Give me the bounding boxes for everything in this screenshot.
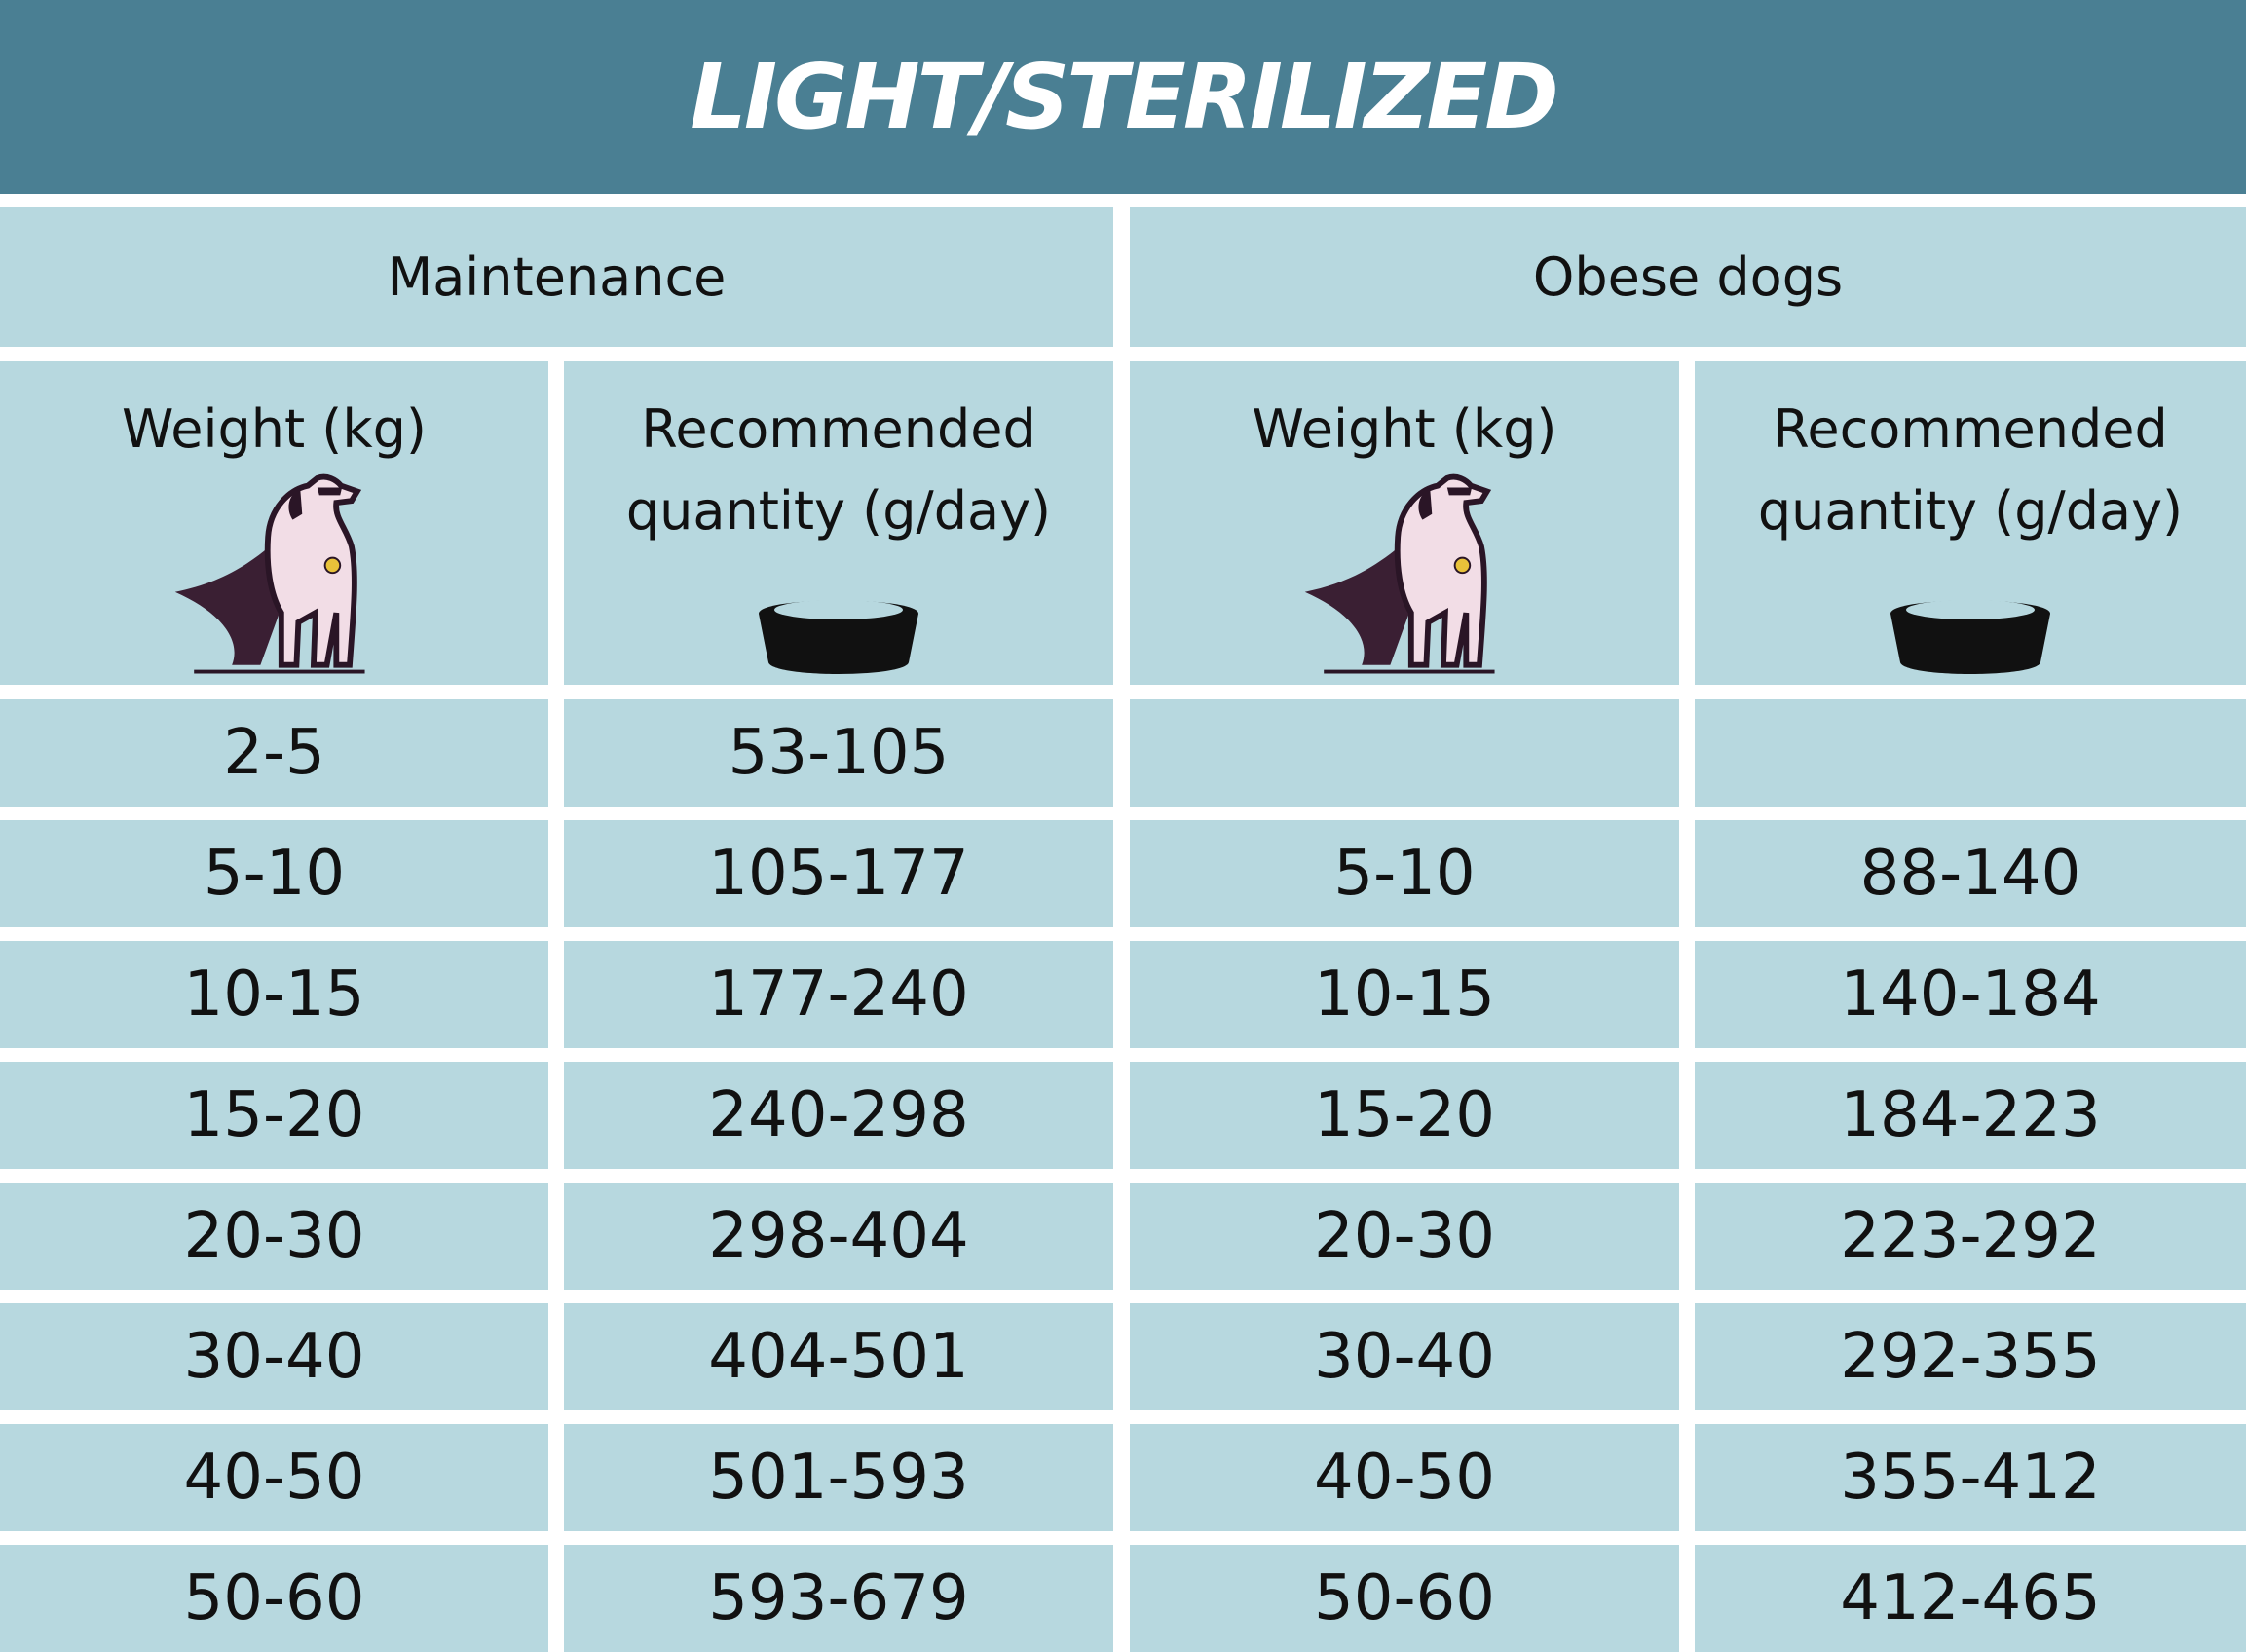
column-header-text: Recommended quantity (g/day)	[625, 398, 1052, 542]
table-cell: 412-465	[1695, 1545, 2246, 1652]
column-header-text: Weight (kg)	[122, 398, 427, 460]
table-cell: 5-10	[1130, 820, 1679, 927]
group-header: Obese dogs	[1130, 207, 2246, 347]
table-cell: 404-501	[564, 1303, 1113, 1410]
table-cell: 50-60	[1130, 1545, 1679, 1652]
table-cell: 10-15	[1130, 941, 1679, 1048]
table-cell: 88-140	[1695, 820, 2246, 927]
column-header-text: Weight (kg)	[1252, 398, 1557, 460]
table-cell: 501-593	[564, 1424, 1113, 1531]
group-header: Maintenance	[0, 207, 1113, 347]
table-cell: 355-412	[1695, 1424, 2246, 1531]
table-cell: 184-223	[1695, 1062, 2246, 1169]
table-cell: 223-292	[1695, 1183, 2246, 1290]
table-cell: 40-50	[1130, 1424, 1679, 1531]
table-cell: 15-20	[1130, 1062, 1679, 1169]
table-cell: 292-355	[1695, 1303, 2246, 1410]
title: LIGHT/STERILIZED	[0, 0, 2246, 194]
column-header: Recommended quantity (g/day)	[564, 361, 1113, 685]
dog-icon	[174, 473, 365, 674]
table-cell: 2-5	[0, 699, 548, 807]
table-cell: 20-30	[1130, 1183, 1679, 1290]
table-cell: 593-679	[564, 1545, 1113, 1652]
table-cell: 5-10	[0, 820, 548, 927]
table-cell: 298-404	[564, 1183, 1113, 1290]
column-header: Recommended quantity (g/day)	[1695, 361, 2246, 685]
table-cell: 140-184	[1695, 941, 2246, 1048]
bowl-icon	[1890, 600, 2050, 674]
table-cell: 20-30	[0, 1183, 548, 1290]
table-cell: 105-177	[564, 820, 1113, 927]
table-cell: 10-15	[0, 941, 548, 1048]
table-cell: 50-60	[0, 1545, 548, 1652]
table-cell	[1130, 699, 1679, 807]
table-cell: 40-50	[0, 1424, 548, 1531]
column-header: Weight (kg)	[0, 361, 548, 685]
dog-icon	[1304, 473, 1495, 674]
column-header-text: Recommended quantity (g/day)	[1757, 398, 2184, 542]
table-cell	[1695, 699, 2246, 807]
table-cell: 53-105	[564, 699, 1113, 807]
bowl-icon	[759, 600, 918, 674]
table-cell: 15-20	[0, 1062, 548, 1169]
column-header: Weight (kg)	[1130, 361, 1679, 685]
table-cell: 240-298	[564, 1062, 1113, 1169]
table-cell: 30-40	[0, 1303, 548, 1410]
table-cell: 177-240	[564, 941, 1113, 1048]
table-cell: 30-40	[1130, 1303, 1679, 1410]
